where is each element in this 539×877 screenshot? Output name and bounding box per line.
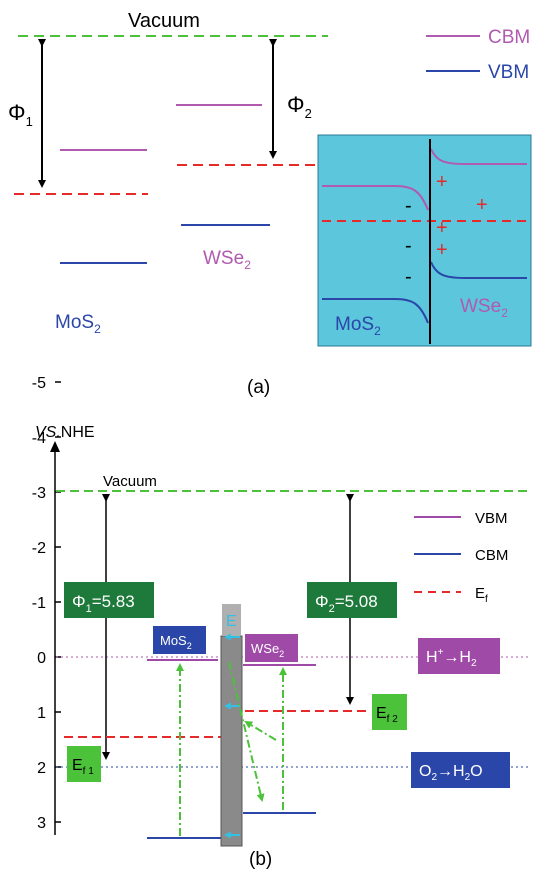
inset-mos2-cbm bbox=[322, 185, 429, 211]
e-field-label: E bbox=[226, 613, 237, 630]
y-tick-label: -5 bbox=[32, 375, 46, 392]
wse2-box bbox=[245, 634, 298, 662]
y-tick-label: -3 bbox=[32, 485, 46, 502]
legend-vbm-label-b: VBM bbox=[475, 510, 508, 527]
panel-b: VS.NHE -5 -4 -3 -2 -1 0 1 2 3 Vacuum Φ1=5.83 Φ2=… bbox=[32, 375, 528, 870]
inset-mos2-vbm bbox=[322, 298, 429, 324]
y-axis-arrowhead bbox=[50, 441, 60, 452]
phi2-label: Φ2 bbox=[287, 92, 312, 121]
mos2-label: MoS2 bbox=[55, 312, 101, 336]
phi1-label-b: Φ1=5.83 bbox=[72, 592, 135, 615]
phi2-label-b: Φ2=5.08 bbox=[315, 592, 378, 615]
vacuum-label-b: Vacuum bbox=[103, 473, 157, 490]
electron-transfer-arrow bbox=[228, 661, 265, 802]
y-tick-label: -2 bbox=[32, 540, 46, 557]
legend-ef-label-b: Ef bbox=[475, 585, 488, 605]
legend-cbm-label-b: CBM bbox=[475, 547, 508, 564]
ef2-box bbox=[372, 694, 407, 730]
inset-plus-3: + bbox=[436, 217, 448, 239]
inset-wse2-vbm bbox=[430, 261, 527, 279]
legend-cbm-label: CBM bbox=[488, 27, 530, 48]
y-tick-label: 2 bbox=[37, 760, 46, 777]
o-reduction-box bbox=[411, 752, 510, 788]
o-reduction-label: O2→H2O bbox=[419, 763, 483, 783]
inset-minus-3: - bbox=[405, 266, 412, 288]
caption-a: (a) bbox=[247, 377, 270, 398]
mos2-label-b: MoS2 bbox=[160, 633, 192, 651]
y-tick-label: -4 bbox=[32, 430, 46, 447]
y-tick-label: 0 bbox=[37, 650, 46, 667]
inset-wse2-cbm bbox=[430, 148, 527, 165]
y-tick-label: -1 bbox=[32, 595, 46, 612]
inset-mos2-label: MoS2 bbox=[335, 314, 381, 338]
inset-wse2-label: WSe2 bbox=[460, 296, 508, 320]
e-field-box bbox=[222, 604, 241, 636]
legend-vbm-label: VBM bbox=[488, 62, 529, 83]
interface-bar bbox=[220, 635, 243, 847]
ef1-box bbox=[67, 746, 101, 782]
ef1-label: Ef 1 bbox=[72, 757, 94, 777]
band-bending-inset: - - - + + + + MoS2 WSe2 bbox=[317, 134, 532, 347]
h-reduction-box bbox=[418, 638, 500, 674]
ef2-label: Ef 2 bbox=[376, 705, 398, 725]
inset-plus-4: + bbox=[436, 239, 448, 261]
mos2-box bbox=[153, 626, 206, 654]
wse2-label-b: WSe2 bbox=[251, 641, 284, 659]
axis-title: VS.NHE bbox=[35, 424, 95, 441]
inset-plus-2: + bbox=[476, 194, 488, 216]
phi2-box bbox=[307, 582, 397, 618]
caption-b: (b) bbox=[249, 849, 272, 870]
inset-background bbox=[317, 134, 532, 347]
vacuum-label: Vacuum bbox=[128, 10, 200, 32]
inset-plus-1: + bbox=[436, 171, 448, 193]
wse2-label: WSe2 bbox=[203, 248, 251, 272]
y-axis-ticks: -5 -4 -3 -2 -1 0 1 2 3 bbox=[32, 375, 61, 832]
hole-transfer-arrow bbox=[244, 720, 277, 741]
y-tick-label: 1 bbox=[37, 705, 46, 722]
inset-minus-1: - bbox=[405, 195, 412, 217]
panel-a: Vacuum Φ1 Φ2 MoS2 WSe2 CBM VBM bbox=[8, 10, 532, 398]
phi1-box bbox=[64, 582, 154, 618]
phi1-label: Φ1 bbox=[8, 100, 33, 129]
y-tick-label: 3 bbox=[37, 815, 46, 832]
inset-minus-2: - bbox=[405, 235, 412, 257]
h-reduction-label: H+→H2 bbox=[426, 647, 477, 669]
